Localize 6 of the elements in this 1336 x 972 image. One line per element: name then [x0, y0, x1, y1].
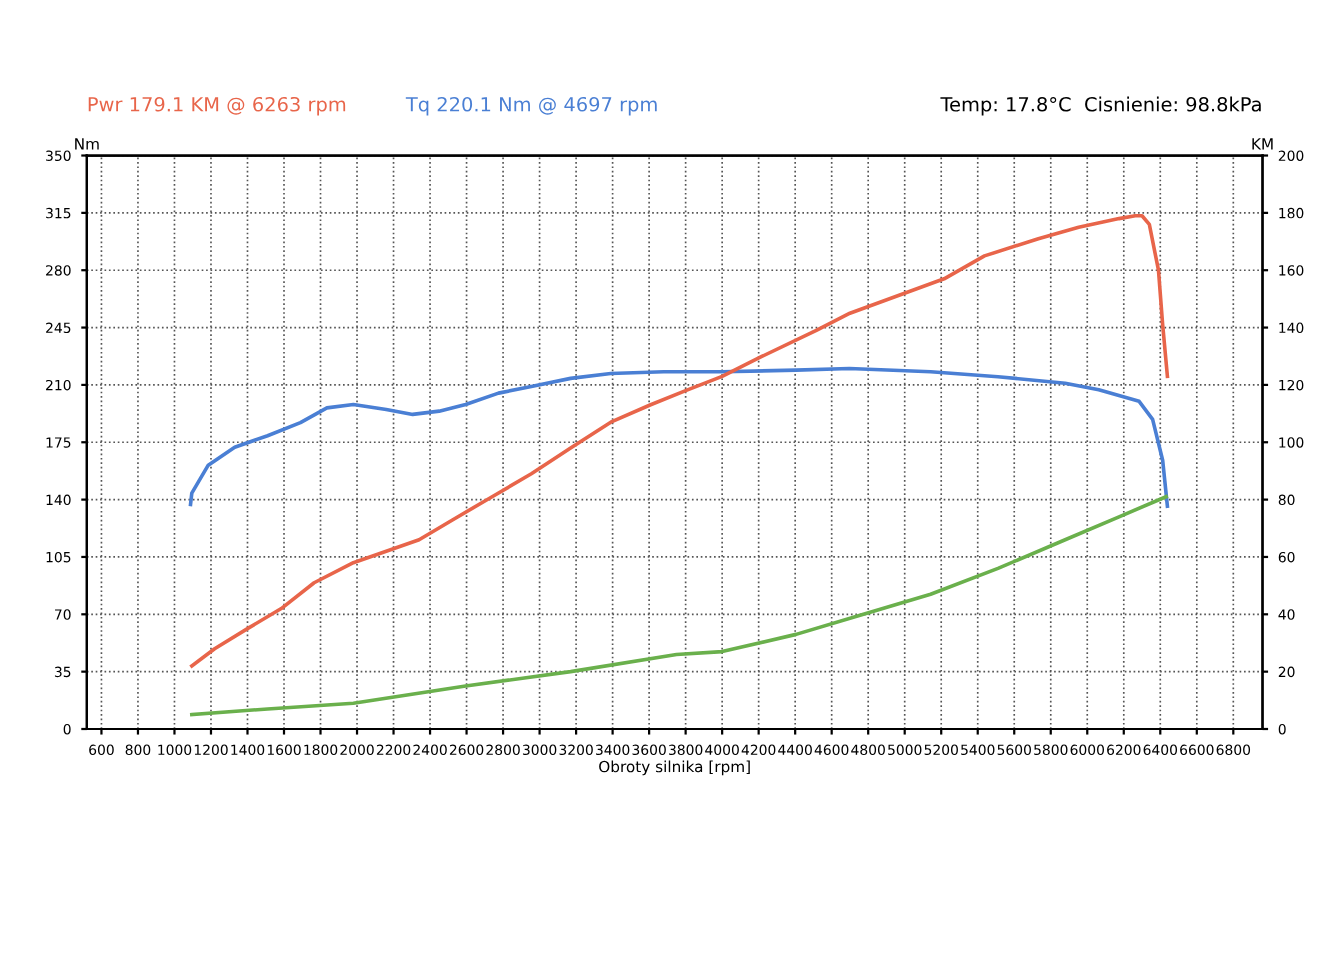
text: Pwr 179.1 KM @ 6263 rpm [88, 96, 346, 116]
line-series [190, 494, 1168, 717]
text: Tq 220.1 Nm @ 4697 rpm [405, 96, 657, 116]
line-series [190, 213, 1170, 668]
text: Temp: 17.8°C Cisnienie: 98.8kPa [940, 96, 1261, 116]
line-series [188, 366, 1170, 508]
